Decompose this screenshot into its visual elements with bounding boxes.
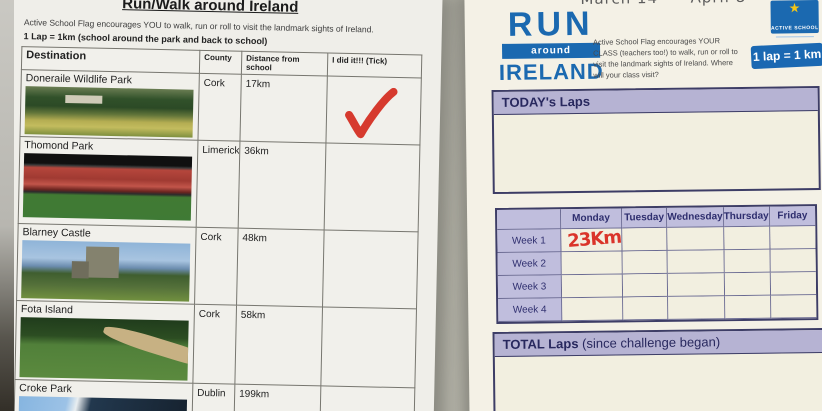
laps-cell (622, 250, 668, 275)
poster-run-around-ireland: March 14ᵗʰ – April 8ᵗʰ Cucha Copy RUN ar… (464, 0, 822, 411)
laps-cell (622, 227, 668, 252)
total-laps-title-bar: TOTAL Laps (since challenge began) (494, 329, 822, 358)
destination-row: Thomond Park Limerick 36km (18, 136, 420, 232)
laps-cell (724, 295, 771, 320)
lap-equals-km-badge: 1 lap = 1 km (750, 42, 822, 70)
day-header-tuesday: Tuesday (621, 207, 668, 229)
distance-cell: 199km (233, 384, 321, 411)
distance-cell: 17km (239, 74, 328, 143)
distance-cell: 58km (234, 305, 323, 386)
distance-cell: 36km (238, 141, 326, 230)
destination-name: Croke Park (19, 382, 72, 396)
county-cell: Cork (192, 304, 237, 385)
destination-name: Fota Island (20, 303, 73, 317)
destination-name: Blarney Castle (22, 226, 91, 240)
day-header-friday: Friday (769, 206, 816, 227)
laps-cell (667, 250, 725, 274)
county-cell: Limerick (196, 140, 240, 229)
day-header-thursday: Thursday (723, 206, 770, 228)
laps-cell (724, 272, 771, 297)
laps-cell (770, 295, 817, 319)
laps-cell (770, 249, 816, 273)
laps-cell (561, 251, 623, 276)
destination-photo-thomond (22, 153, 193, 221)
distance-cell: 48km (236, 228, 325, 307)
week-label: Week 1 (497, 229, 562, 253)
poster-run-walk-around-ireland: Run/Walk around Ireland Active School Fl… (0, 0, 443, 411)
destination-photo-doneraile (24, 86, 194, 138)
laps-cell-week1-monday: 23Km (561, 226, 623, 253)
county-cell: Cork (194, 227, 239, 306)
destination-cell: Doneraile Wildlife Park (20, 69, 200, 141)
left-poster-title: Run/Walk around Ireland (122, 0, 299, 16)
logo-ireland-text: IRELAND (498, 58, 604, 85)
logo-run-text: RUN (507, 4, 594, 44)
county-cell: Cork (197, 73, 242, 142)
red-tick-mark-icon (345, 87, 398, 139)
header-distance: Distance from school (241, 51, 328, 76)
day-header-monday: Monday (561, 208, 623, 230)
run-around-ireland-logo: RUN around IRELAND (493, 4, 610, 86)
laps-cell (770, 272, 817, 296)
laps-cell (667, 273, 725, 297)
destination-photo-blarney (21, 240, 191, 302)
laps-cell (668, 296, 725, 320)
destination-name: Doneraile Wildlife Park (25, 72, 133, 87)
destination-row: Blarney Castle Cork 48km (16, 223, 419, 309)
destination-cell: Blarney Castle (16, 223, 197, 305)
destination-photo-fota (19, 317, 189, 381)
weekly-laps-table: Monday Tuesday Wednesday Thursday Friday… (494, 204, 819, 324)
week-label: Week 2 (497, 252, 562, 276)
county-cell: Dublin (191, 383, 235, 411)
laps-cell (723, 226, 771, 251)
header-county: County (199, 50, 242, 75)
day-header-wednesday: Wednesday (667, 207, 724, 228)
destination-cell: Croke Park (13, 379, 193, 411)
right-poster-intro: Active School Flag encourages YOUR CLASS… (592, 36, 738, 80)
left-poster-lap-note: 1 Lap = 1km (school around the park and … (23, 31, 268, 47)
active-school-flag-logo: ★ ACTIVE SCHOOL (770, 0, 819, 38)
todays-laps-title: TODAY's Laps (493, 88, 818, 116)
tick-cell (324, 142, 420, 232)
laps-cell (622, 296, 669, 321)
week-label: Week 4 (498, 298, 563, 322)
todays-laps-box: TODAY's Laps (491, 86, 821, 195)
tick-cell (319, 385, 415, 411)
week-label: Week 3 (497, 275, 563, 299)
destination-row: Fota Island Cork 58km (14, 300, 417, 388)
laps-cell (667, 227, 725, 251)
laps-cell (769, 226, 816, 250)
destinations-table: Destination County Distance from school … (13, 46, 423, 411)
destination-row: Doneraile Wildlife Park Cork 17km (20, 69, 422, 145)
destination-photo-croke (18, 396, 188, 411)
tick-cell (325, 75, 422, 145)
total-laps-box: TOTAL Laps (since challenge began) (492, 327, 822, 411)
logo-around-text: around (501, 42, 601, 59)
laps-cell (724, 249, 771, 274)
total-laps-subtitle: (since challenge began) (582, 334, 721, 351)
badge-divider (775, 36, 815, 38)
tick-cell (320, 306, 417, 388)
total-laps-title: TOTAL Laps (502, 335, 579, 352)
active-school-label: ACTIVE SCHOOL (770, 25, 819, 32)
destination-cell: Fota Island (14, 300, 195, 384)
star-icon: ★ (788, 0, 801, 16)
week-table-corner (497, 209, 562, 230)
laps-cell (622, 273, 669, 298)
laps-cell (561, 274, 623, 299)
destination-name: Thomond Park (24, 139, 94, 153)
tick-cell (322, 229, 419, 309)
handwritten-laps-value: 23Km (566, 226, 622, 252)
header-tick: I did it!!! (Tick) (327, 52, 422, 78)
destination-cell: Thomond Park (18, 136, 198, 228)
laps-cell (562, 297, 624, 322)
